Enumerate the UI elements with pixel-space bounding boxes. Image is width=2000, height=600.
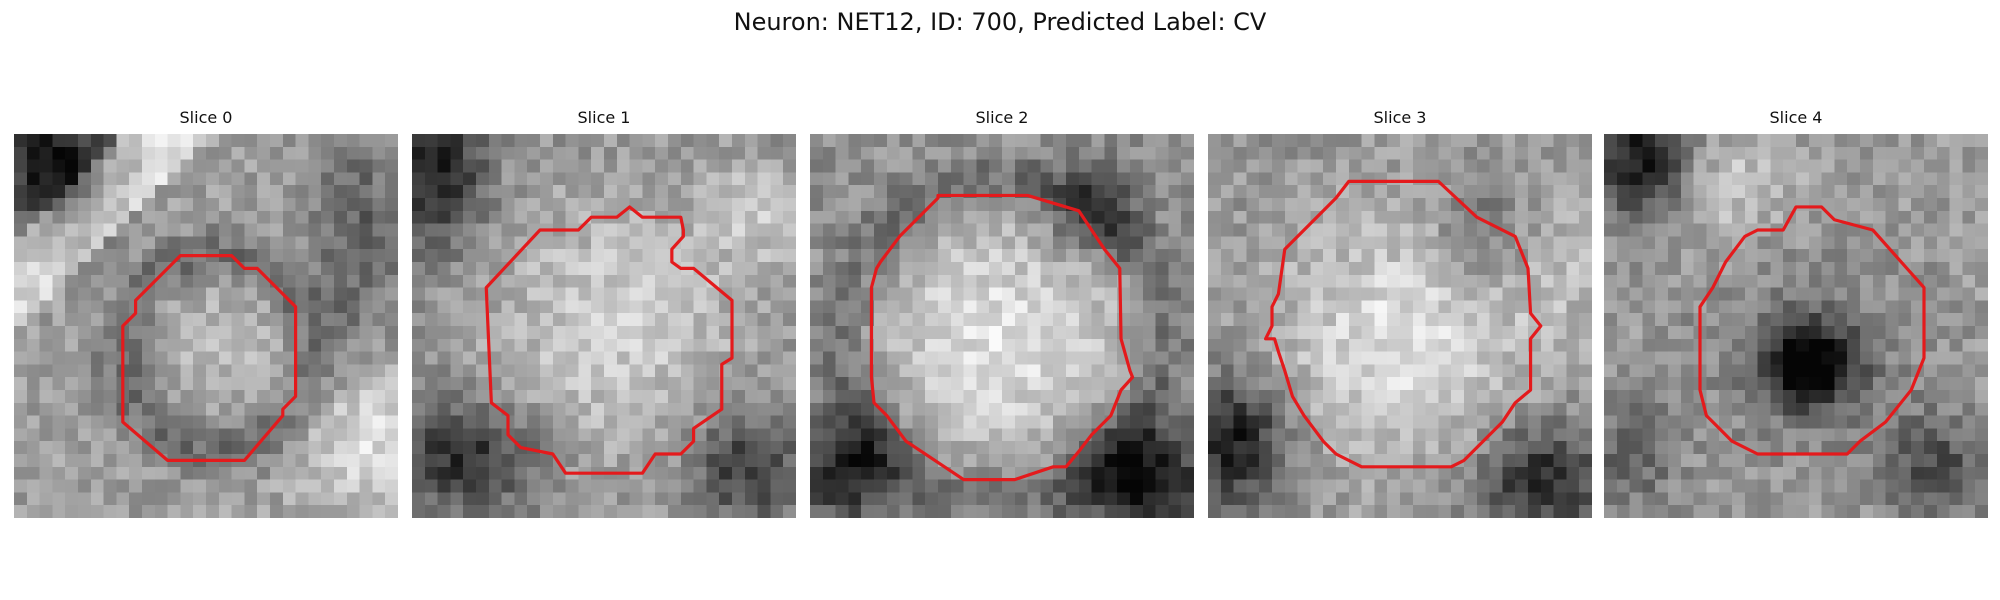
- slice-panel-3: Slice 3: [1208, 108, 1592, 524]
- slice-pixels: [1604, 134, 1988, 518]
- slice-image-3: [1208, 134, 1592, 518]
- slice-panel-0: Slice 0: [14, 108, 398, 524]
- roi-contour: [869, 193, 1135, 482]
- roi-contour: [1698, 205, 1926, 456]
- slice-title-3: Slice 3: [1373, 108, 1427, 127]
- slice-pixels: [810, 134, 1194, 518]
- roi-contour: [484, 205, 734, 475]
- slice-image-4: [1604, 134, 1988, 518]
- slice-image-1: [412, 134, 796, 518]
- roi-contour: [121, 254, 298, 463]
- slice-image-0: [14, 134, 398, 518]
- slice-panel-1: Slice 1: [412, 108, 796, 524]
- slice-pixels: [1208, 134, 1592, 518]
- slice-image-2: [810, 134, 1194, 518]
- slice-panel-4: Slice 4: [1604, 108, 1988, 524]
- roi-contour: [1264, 179, 1543, 469]
- slice-title-2: Slice 2: [975, 108, 1029, 127]
- slice-pixels: [14, 134, 398, 518]
- slice-title-4: Slice 4: [1769, 108, 1823, 127]
- slice-panel-2: Slice 2: [810, 108, 1194, 524]
- slice-title-0: Slice 0: [179, 108, 233, 127]
- slice-pixels: [412, 134, 796, 518]
- slice-title-1: Slice 1: [577, 108, 631, 127]
- figure-title: Neuron: NET12, ID: 700, Predicted Label:…: [733, 8, 1267, 36]
